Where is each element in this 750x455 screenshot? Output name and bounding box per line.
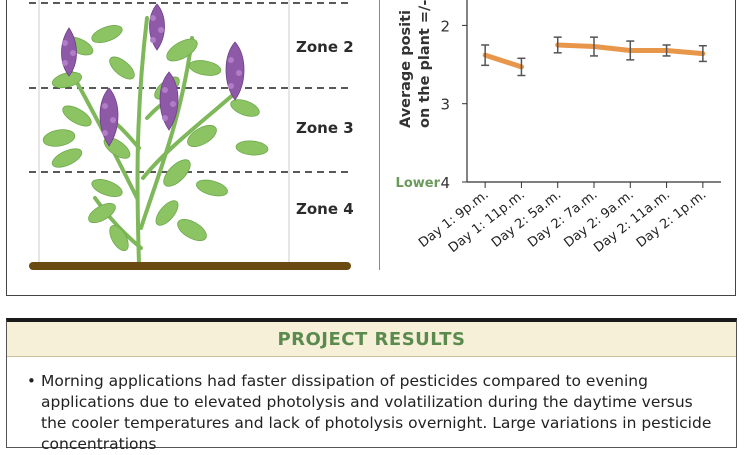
results-title: PROJECT RESULTS — [277, 328, 466, 350]
y-tick-label: 3 — [440, 96, 450, 114]
ground-bar — [29, 262, 351, 270]
zone-3-label: Zone 3 — [296, 119, 354, 137]
panel-divider — [379, 0, 380, 270]
zone-4-label: Zone 4 — [296, 200, 354, 218]
results-header: PROJECT RESULTS — [7, 322, 736, 357]
bullet-icon: • — [27, 372, 36, 390]
results-body: • Morning applications had faster dissip… — [7, 357, 736, 455]
y-tick-label: 2 — [440, 17, 450, 35]
series-line — [482, 52, 524, 70]
alfalfa-plant-illustration — [29, 0, 352, 270]
project-results-panel: PROJECT RESULTS • Morning applications h… — [6, 318, 737, 453]
plant-figure-panel: Zone 2 Zone 3 Zone 4 2 3 4 Lower Day 1: 9p.m… — [6, 0, 736, 296]
y-axis-label-line1: Average positi — [398, 9, 414, 128]
lower-label: Lower — [396, 176, 441, 191]
zone-2-label: Zone 2 — [296, 38, 354, 56]
y-axis-label-line2: on the plant =/- S — [417, 0, 433, 128]
results-text: Morning applications had faster dissipat… — [41, 372, 712, 453]
y-tick-label: 4 — [440, 174, 450, 192]
